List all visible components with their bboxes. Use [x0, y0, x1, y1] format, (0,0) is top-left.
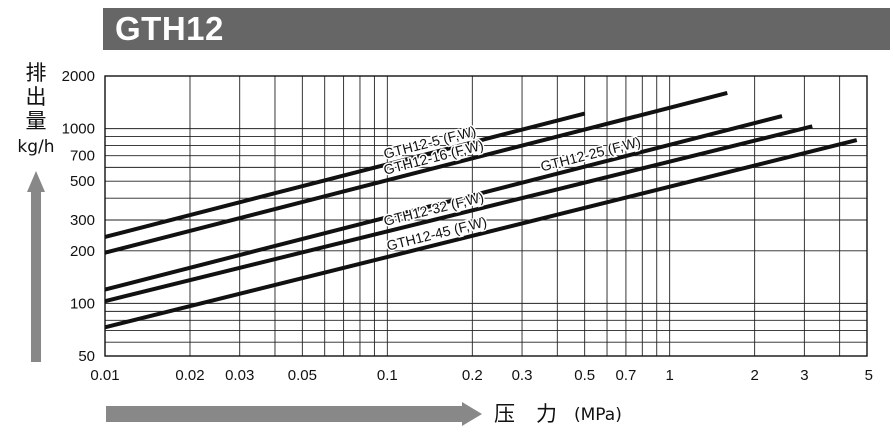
series-line	[104, 91, 728, 255]
x-tick-labels: 0.01 0.02 0.03 0.05 0.1 0.2 0.3 0.5 0.7 1 2 3 5	[90, 367, 873, 384]
x-tick-label: 0.03	[225, 367, 254, 384]
x-tick-label: 2	[750, 367, 758, 384]
series-labels: GTH12-5 (F,W)GTH12-16 (F,W) GTH12-25 (F,W…	[380, 121, 643, 255]
y-axis-label-char: 排	[26, 61, 47, 85]
y-tick-label: 300	[70, 212, 95, 229]
chart-title: GTH12	[115, 10, 224, 47]
y-axis-label-char: 出	[26, 85, 47, 109]
x-tick-label: 0.05	[288, 367, 317, 384]
y-axis-unit: kg/h	[17, 137, 54, 157]
series-line	[104, 114, 783, 292]
x-tick-label: 0.02	[175, 367, 204, 384]
y-tick-label: 200	[70, 243, 95, 260]
series-lines	[104, 91, 858, 330]
x-tick-label: 1	[665, 367, 673, 384]
series-line	[104, 138, 858, 330]
y-tick-label: 2000	[62, 68, 95, 85]
x-axis-arrow	[106, 402, 482, 426]
grid	[104, 75, 868, 357]
x-tick-label: 0.3	[512, 367, 533, 384]
x-tick-label: 0.2	[462, 367, 483, 384]
y-tick-label: 50	[78, 348, 95, 365]
x-axis-label: 压 力	[494, 402, 557, 426]
y-axis-label-char: 量	[26, 109, 47, 133]
x-tick-label: 0.01	[90, 367, 119, 384]
chart-title-bar: GTH12	[103, 8, 890, 50]
series-line	[104, 111, 586, 239]
series-line	[104, 124, 813, 304]
y-axis-arrow	[27, 171, 45, 362]
y-tick-labels: 50 100 200 300 500 700 1000 2000	[62, 68, 95, 365]
plot-frame	[104, 75, 868, 357]
x-tick-label: 3	[800, 367, 808, 384]
y-tick-label: 1000	[62, 121, 95, 138]
x-tick-label: 5	[865, 367, 873, 384]
x-tick-label: 0.7	[615, 367, 636, 384]
x-tick-label: 0.1	[377, 367, 398, 384]
y-tick-label: 700	[70, 148, 95, 165]
x-tick-label: 0.5	[574, 367, 595, 384]
x-axis-unit: (MPa)	[574, 405, 622, 425]
y-axis-title: 排 出 量 kg/h	[17, 61, 54, 157]
y-tick-label: 100	[70, 295, 95, 312]
y-tick-label: 500	[70, 173, 95, 190]
